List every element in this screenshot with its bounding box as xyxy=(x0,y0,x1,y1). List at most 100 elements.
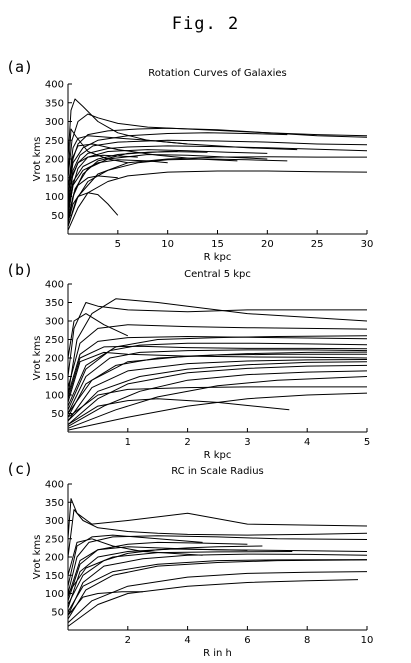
y-tick-label: 50 xyxy=(51,211,64,222)
chart-panel-1: (b) Central 5 kpc 50 100 150 200 250 300 350 400 1… xyxy=(6,261,370,461)
x-tick-label: 6 xyxy=(244,635,250,646)
panel-tag: (b) xyxy=(6,261,33,279)
rotation-curve-line xyxy=(67,535,368,594)
y-tick-label: 250 xyxy=(45,534,64,545)
y-tick-label: 100 xyxy=(45,589,64,600)
rotation-curve-line xyxy=(67,154,268,223)
x-axis-label: R kpc xyxy=(204,252,232,263)
rotation-curve-line xyxy=(67,545,263,605)
rotation-curve-line xyxy=(67,302,367,377)
x-tick-label: 8 xyxy=(304,635,310,646)
rotation-curve-line xyxy=(67,359,368,422)
rotation-curve-line xyxy=(67,342,368,411)
y-tick-label: 400 xyxy=(45,80,64,91)
rotation-curve-line xyxy=(67,336,368,396)
rotation-curve-line xyxy=(67,392,368,431)
rotation-curve-line xyxy=(67,571,368,624)
rotation-curve-line xyxy=(67,370,368,427)
x-tick-label: 25 xyxy=(311,239,324,250)
y-tick-label: 400 xyxy=(45,280,64,291)
rotation-curve-line xyxy=(67,154,138,205)
y-tick-label: 300 xyxy=(45,317,64,328)
rotation-curve-line xyxy=(67,509,368,558)
x-axis-label: R in h xyxy=(203,648,232,659)
rotation-curve-line xyxy=(67,353,367,418)
rotation-curve-line xyxy=(67,541,248,601)
rotation-curve-line xyxy=(67,534,203,587)
y-tick-label: 400 xyxy=(45,480,64,491)
y-tick-label: 350 xyxy=(45,98,64,109)
y-axis-label: Vrot kms xyxy=(32,336,43,381)
y-tick-label: 150 xyxy=(45,372,64,383)
y-tick-label: 200 xyxy=(45,553,64,564)
rotation-curve-line xyxy=(67,324,368,388)
y-tick-label: 350 xyxy=(45,298,64,309)
rotation-curve-line xyxy=(67,313,129,359)
x-tick-label: 10 xyxy=(161,239,174,250)
y-tick-label: 300 xyxy=(45,516,64,527)
rotation-curve-line xyxy=(67,551,293,594)
rotation-curve-line xyxy=(67,139,368,205)
rotation-curve-line xyxy=(67,349,368,414)
panel-tag: (c) xyxy=(6,460,33,478)
chart-title: Rotation Curves of Galaxies xyxy=(148,68,287,79)
panel-tag: (a) xyxy=(6,58,33,76)
rotation-curve-line xyxy=(67,351,368,403)
x-tick-label: 5 xyxy=(115,239,121,250)
y-axis-label: Vrot kms xyxy=(32,137,43,182)
y-tick-label: 150 xyxy=(45,571,64,582)
x-tick-label: 10 xyxy=(361,635,374,646)
x-tick-label: 2 xyxy=(184,437,190,448)
x-axis-label: R kpc xyxy=(204,450,232,461)
y-axis-label: Vrot kms xyxy=(32,535,43,580)
rotation-curve-line xyxy=(67,151,178,212)
rotation-curve-line xyxy=(67,298,368,396)
x-tick-label: 20 xyxy=(261,239,274,250)
x-tick-label: 3 xyxy=(244,437,250,448)
chart-panel-0: (a) Rotation Curves of Galaxies 50 100 150 20… xyxy=(6,58,373,263)
y-tick-label: 50 xyxy=(51,607,64,618)
figure-title: Fig. 2 xyxy=(171,14,240,34)
x-tick-label: 4 xyxy=(184,635,190,646)
x-tick-label: 5 xyxy=(364,437,370,448)
rotation-curve-line xyxy=(67,159,168,216)
rotation-curve-line xyxy=(67,192,119,223)
y-tick-label: 100 xyxy=(45,391,64,402)
rotation-curve-line xyxy=(67,170,368,231)
rotation-curve-line xyxy=(67,364,368,425)
rotation-curve-line xyxy=(67,559,368,613)
rotation-curve-line xyxy=(67,132,288,197)
rotation-curve-line xyxy=(67,498,368,539)
rotation-curve-line xyxy=(67,591,143,616)
y-tick-label: 250 xyxy=(45,335,64,346)
y-tick-label: 100 xyxy=(45,192,64,203)
x-tick-label: 1 xyxy=(125,437,131,448)
rotation-curve-line xyxy=(67,376,368,429)
x-tick-label: 4 xyxy=(304,437,310,448)
rotation-curve-line xyxy=(67,335,368,407)
rotation-curve-line xyxy=(67,128,128,178)
x-tick-label: 2 xyxy=(125,635,131,646)
y-tick-label: 350 xyxy=(45,498,64,509)
rotation-curve-line xyxy=(67,158,288,227)
rotation-curve-line xyxy=(67,538,203,576)
x-tick-label: 15 xyxy=(211,239,224,250)
rotation-curve-line xyxy=(67,135,298,190)
chart-title: Central 5 kpc xyxy=(184,269,251,280)
rotation-curve-line xyxy=(67,546,248,598)
chart-panel-2: (c) RC in Scale Radius 50 100 150 200 250 300 35… xyxy=(6,460,373,659)
rotation-curve-line xyxy=(67,559,368,620)
y-tick-label: 150 xyxy=(45,173,64,184)
y-tick-label: 300 xyxy=(45,117,64,128)
y-tick-label: 50 xyxy=(51,409,64,420)
rotation-curve-line xyxy=(67,351,368,414)
rotation-curve-line xyxy=(67,386,367,418)
y-tick-label: 200 xyxy=(45,155,64,166)
rotation-curve-line xyxy=(67,98,188,160)
chart-title: RC in Scale Radius xyxy=(171,466,264,477)
y-tick-label: 200 xyxy=(45,354,64,365)
x-tick-label: 30 xyxy=(361,239,374,250)
rotation-curve-line xyxy=(67,398,290,426)
rotation-curve-line xyxy=(67,156,367,227)
